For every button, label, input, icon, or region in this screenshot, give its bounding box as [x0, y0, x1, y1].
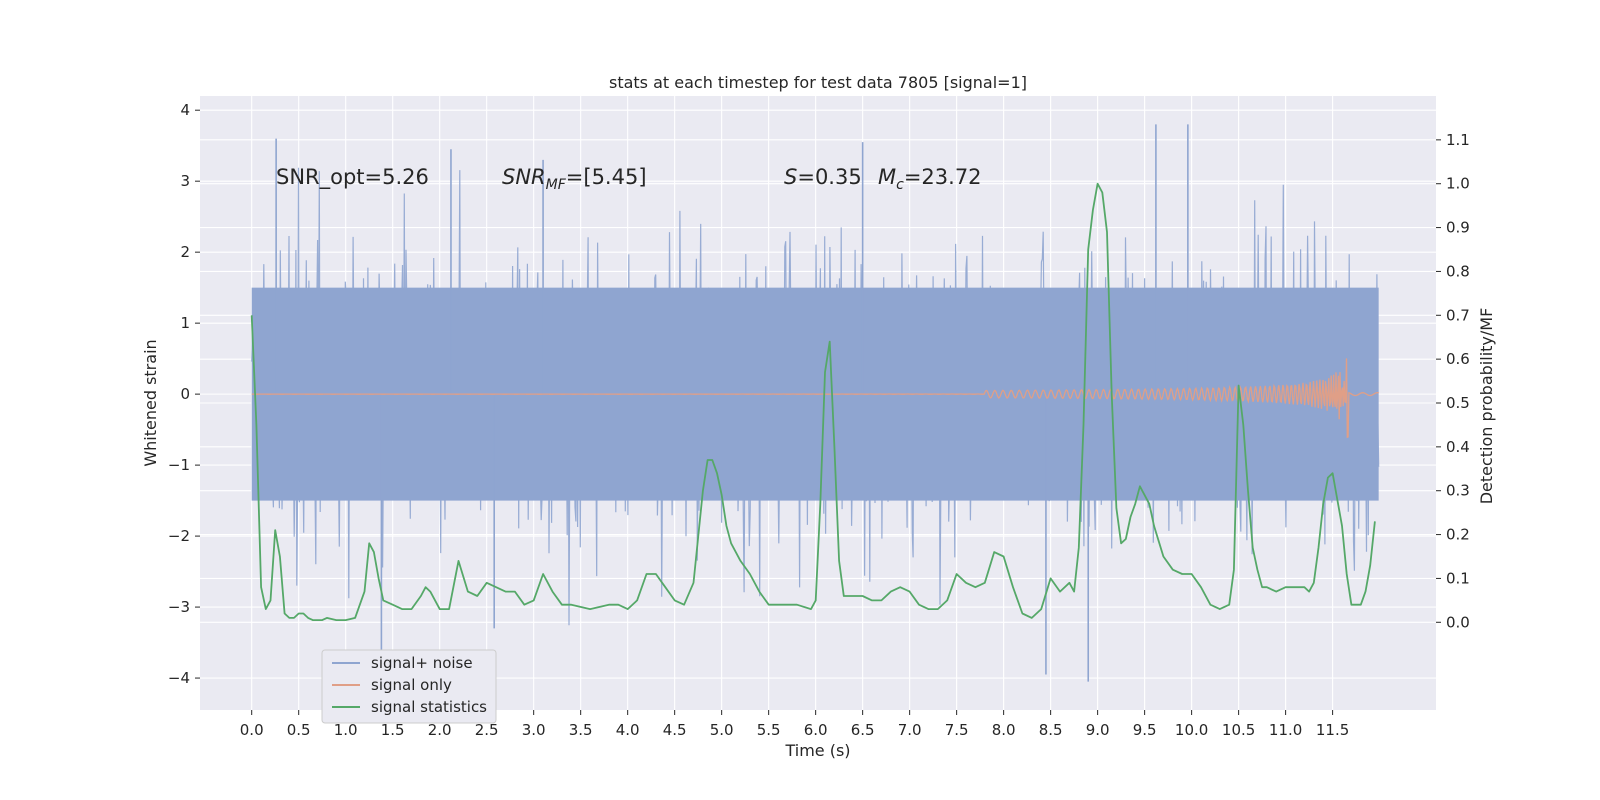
x-tick-label: 11.5 — [1316, 721, 1349, 739]
x-tick-label: 6.5 — [851, 721, 875, 739]
mc-value: =23.72 — [904, 165, 982, 189]
chart-title: stats at each timestep for test data 780… — [609, 73, 1027, 92]
y-tick-label: −3 — [168, 598, 190, 616]
snr-mf-symbol: SNR — [502, 165, 546, 189]
annotation-s: S=0.35 — [784, 165, 862, 189]
x-tick-label: 5.5 — [757, 721, 781, 739]
y-tick-label: 3 — [180, 172, 190, 190]
y2-tick-label: 0.6 — [1446, 350, 1470, 368]
x-tick-label: 0.0 — [240, 721, 264, 739]
mc-subscript: c — [896, 177, 904, 193]
y2-axis-label: Detection probability/MF — [1477, 308, 1496, 505]
y2-tick-label: 0.9 — [1446, 219, 1470, 237]
stats-series — [250, 182, 1376, 621]
legend-label-signal: signal only — [371, 676, 452, 694]
signal-series — [251, 358, 1379, 439]
legend-label-noise: signal+ noise — [371, 654, 473, 672]
annotation-snr-opt: SNR_opt=5.26 — [276, 165, 429, 190]
y2-tick-label: 0.3 — [1446, 482, 1470, 500]
y-tick-label: −1 — [168, 456, 190, 474]
x-tick-label: 8.0 — [992, 721, 1016, 739]
y-tick-label: 4 — [180, 101, 190, 119]
x-tick-label: 10.5 — [1222, 721, 1255, 739]
x-tick-label: 2.0 — [428, 721, 452, 739]
x-tick-label: 4.0 — [616, 721, 640, 739]
x-tick-label: 11.0 — [1269, 721, 1302, 739]
x-tick-label: 7.5 — [945, 721, 969, 739]
snr-mf-subscript: MF — [546, 177, 567, 193]
x-tick-label: 6.0 — [804, 721, 828, 739]
signal-line — [251, 358, 1379, 439]
x-tick-label: 3.5 — [569, 721, 593, 739]
x-axis-label: Time (s) — [784, 741, 850, 760]
x-tick-label: 3.0 — [522, 721, 546, 739]
mc-symbol: M — [878, 165, 896, 189]
y2-tick-label: 1.0 — [1446, 175, 1470, 193]
x-tick-label: 9.5 — [1133, 721, 1157, 739]
y2-tick-label: 0.2 — [1446, 526, 1470, 544]
y-axis-label: Whitened strain — [141, 339, 160, 466]
x-tick-label: 7.0 — [898, 721, 922, 739]
legend: signal+ noise signal only signal statist… — [321, 649, 497, 724]
s-value: =0.35 — [797, 165, 861, 189]
x-tick-label: 10.0 — [1175, 721, 1208, 739]
annotation-mc: Mc=23.72 — [878, 165, 982, 193]
y2-tick-label: 0.7 — [1446, 306, 1470, 324]
axis-ticks: 0.0 0.5 1.0 1.5 2.0 2.5 3.0 3.5 4.0 4.5 5.0 5.5 6.0 6… — [168, 101, 1470, 739]
annotation-snr-mf: SNRMF=[5.45] — [502, 165, 647, 193]
y-tick-label: −2 — [168, 527, 190, 545]
y2-tick-label: 0.8 — [1446, 262, 1470, 280]
x-tick-label: 8.5 — [1039, 721, 1063, 739]
y2-tick-label: 0.1 — [1446, 569, 1470, 587]
y2-tick-label: 0.5 — [1446, 394, 1470, 412]
y2-tick-label: 0.0 — [1446, 613, 1470, 631]
snr-mf-value: =[5.45] — [566, 165, 647, 189]
x-tick-label: 2.5 — [475, 721, 499, 739]
y2-tick-label: 1.1 — [1446, 131, 1470, 149]
x-tick-label: 1.0 — [334, 721, 358, 739]
x-tick-label: 4.5 — [663, 721, 687, 739]
y-tick-label: −4 — [168, 669, 190, 687]
y-tick-label: 2 — [180, 243, 190, 261]
y2-tick-label: 0.4 — [1446, 438, 1470, 456]
y-tick-label: 1 — [180, 314, 190, 332]
stats-line — [250, 182, 1376, 621]
x-tick-label: 9.0 — [1086, 721, 1110, 739]
x-tick-label: 5.0 — [710, 721, 734, 739]
y-tick-label: 0 — [180, 385, 190, 403]
legend-label-stats: signal statistics — [371, 698, 487, 716]
x-tick-label: 0.5 — [287, 721, 311, 739]
legend-box — [321, 649, 497, 724]
s-symbol: S — [784, 165, 797, 189]
x-tick-label: 1.5 — [381, 721, 405, 739]
